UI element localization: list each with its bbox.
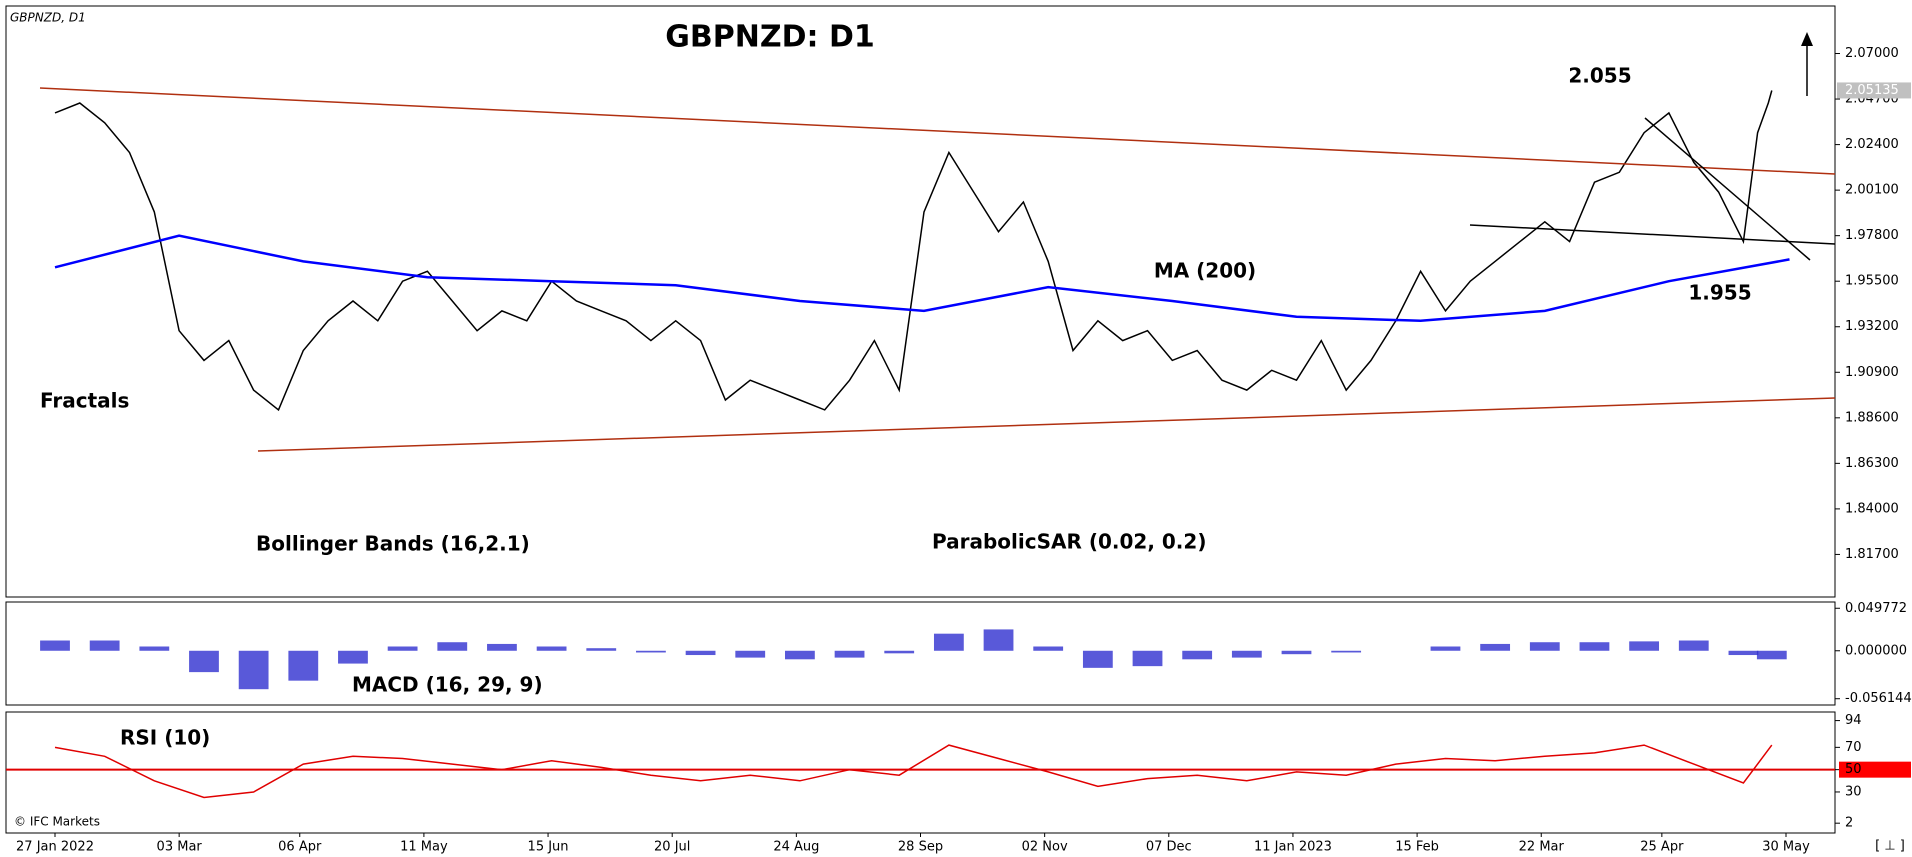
annotation: Fractals — [40, 389, 129, 413]
panel-title: MACD (16, 29, 9) — [352, 673, 543, 697]
macd-bar — [1281, 650, 1312, 655]
series-line — [54, 744, 1773, 799]
macd-bar — [784, 650, 815, 660]
y-tick-label: 1.95500 — [1845, 274, 1899, 289]
annotation: 1.955 — [1688, 281, 1751, 305]
x-tick-label: 02 Nov — [1022, 840, 1068, 855]
macd-bar — [884, 650, 915, 654]
y-tick-label: 0.000000 — [1845, 643, 1907, 658]
y-tick-label: 0.049772 — [1845, 601, 1907, 616]
macd-bar — [40, 640, 70, 651]
main-panel — [5, 5, 1836, 598]
macd-bar — [735, 650, 766, 658]
macd-bar — [437, 642, 468, 651]
macd-panel — [5, 601, 1836, 706]
x-tick-label: 15 Jun — [528, 840, 569, 855]
y-tick-label: 2.07000 — [1845, 46, 1899, 61]
macd-bar — [685, 650, 716, 656]
y-tick-label: 1.81700 — [1845, 547, 1899, 562]
macd-bar — [1756, 650, 1787, 660]
corner-button[interactable]: [ ⊥ ] — [1875, 839, 1905, 854]
macd-bar — [1182, 650, 1213, 660]
level-label-bg — [1839, 761, 1911, 778]
symbol-label: GBPNZD, D1 — [10, 11, 86, 25]
macd-bar — [288, 650, 319, 681]
x-tick-label: 24 Aug — [773, 840, 819, 855]
macd-bar — [1231, 650, 1262, 658]
macd-bar — [983, 629, 1014, 651]
y-tick-label: 1.88600 — [1845, 410, 1899, 425]
y-tick-label: 50 — [1845, 762, 1862, 777]
macd-bar — [238, 650, 269, 690]
series-line — [54, 234, 1790, 323]
macd-bar — [1728, 650, 1759, 656]
macd-bar — [139, 646, 170, 651]
macd-bar — [636, 650, 666, 653]
trend-line — [1644, 117, 1811, 261]
macd-bar — [89, 640, 120, 651]
trend-line — [39, 87, 1836, 175]
macd-bar — [1331, 650, 1362, 653]
macd-bar — [1529, 642, 1560, 651]
macd-bar — [387, 646, 418, 651]
macd-bar — [1579, 642, 1610, 651]
y-tick-label: 1.86300 — [1845, 456, 1899, 471]
y-tick-label: 1.84000 — [1845, 501, 1899, 516]
x-tick-label: 20 Jul — [654, 840, 690, 855]
copyright: © IFC Markets — [14, 815, 100, 829]
macd-bar — [338, 650, 368, 664]
macd-bar — [1480, 643, 1511, 651]
y-tick-label: 94 — [1845, 713, 1862, 728]
macd-bar — [1033, 646, 1064, 651]
macd-bar — [536, 646, 567, 651]
x-tick-label: 07 Dec — [1146, 840, 1192, 855]
series-line — [54, 90, 1773, 412]
macd-bar — [1132, 650, 1163, 667]
y-tick-label: -0.056144 — [1845, 691, 1912, 706]
x-tick-label: 11 Jan 2023 — [1254, 840, 1332, 855]
x-tick-label: 03 Mar — [157, 840, 203, 855]
macd-bar — [1678, 640, 1709, 651]
arrow-head — [1801, 32, 1813, 46]
x-tick-label: 11 May — [400, 840, 448, 855]
x-tick-label: 15 Feb — [1395, 840, 1439, 855]
macd-bar — [586, 648, 617, 651]
x-tick-label: 06 Apr — [278, 840, 322, 855]
last-price-label: 2.05135 — [1845, 83, 1899, 98]
y-tick-label: 2 — [1845, 816, 1853, 831]
annotation: ParabolicSAR (0.02, 0.2) — [932, 530, 1206, 554]
y-tick-label: 1.93200 — [1845, 319, 1899, 334]
macd-bar — [834, 650, 865, 658]
rsi-panel — [5, 711, 1836, 834]
last-price-box — [1837, 82, 1911, 99]
macd-bar — [933, 633, 964, 651]
panel-title: RSI (10) — [120, 726, 210, 750]
chart-title: GBPNZD: D1 — [665, 20, 874, 55]
x-tick-label: 25 Apr — [1640, 840, 1684, 855]
y-tick-label: 2.02400 — [1845, 137, 1899, 152]
x-tick-label: 27 Jan 2022 — [16, 840, 94, 855]
trend-line — [1469, 224, 1836, 245]
y-tick-label: 2.00100 — [1845, 183, 1899, 198]
x-tick-label: 30 May — [1762, 840, 1810, 855]
macd-bar — [189, 650, 219, 673]
x-tick-label: 28 Sep — [898, 840, 943, 855]
y-tick-label: 30 — [1845, 784, 1862, 799]
macd-bar — [1629, 641, 1660, 651]
trend-line — [257, 397, 1836, 452]
annotation: Bollinger Bands (16,2.1) — [256, 532, 530, 556]
macd-bar — [1430, 646, 1461, 651]
annotation: 2.055 — [1568, 64, 1631, 88]
macd-bar — [487, 643, 517, 651]
x-tick-label: 22 Mar — [1519, 840, 1565, 855]
macd-bar — [1082, 650, 1113, 668]
y-tick-label: 1.90900 — [1845, 365, 1899, 380]
y-tick-label: 70 — [1845, 740, 1862, 755]
annotation: MA (200) — [1154, 259, 1256, 283]
y-tick-label: 1.97800 — [1845, 228, 1899, 243]
